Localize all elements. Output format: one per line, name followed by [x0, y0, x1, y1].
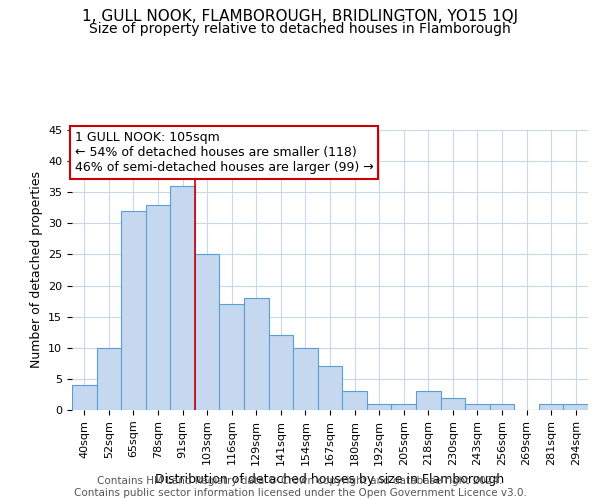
Bar — [293, 348, 318, 410]
Bar — [342, 392, 367, 410]
Bar — [170, 186, 195, 410]
Bar — [72, 385, 97, 410]
Bar — [146, 204, 170, 410]
Bar — [367, 404, 391, 410]
Bar — [318, 366, 342, 410]
Bar — [539, 404, 563, 410]
Bar — [465, 404, 490, 410]
Bar — [195, 254, 220, 410]
Bar — [269, 336, 293, 410]
Text: Size of property relative to detached houses in Flamborough: Size of property relative to detached ho… — [89, 22, 511, 36]
Bar — [244, 298, 269, 410]
Bar — [440, 398, 465, 410]
Y-axis label: Number of detached properties: Number of detached properties — [29, 172, 43, 368]
Text: 1, GULL NOOK, FLAMBOROUGH, BRIDLINGTON, YO15 1QJ: 1, GULL NOOK, FLAMBOROUGH, BRIDLINGTON, … — [82, 9, 518, 24]
Bar — [391, 404, 416, 410]
Bar — [563, 404, 588, 410]
Bar — [97, 348, 121, 410]
Text: Contains HM Land Registry data © Crown copyright and database right 2024.
Contai: Contains HM Land Registry data © Crown c… — [74, 476, 526, 498]
Bar — [416, 392, 440, 410]
Bar — [121, 211, 146, 410]
Text: 1 GULL NOOK: 105sqm
← 54% of detached houses are smaller (118)
46% of semi-detac: 1 GULL NOOK: 105sqm ← 54% of detached ho… — [74, 132, 373, 174]
Bar — [220, 304, 244, 410]
X-axis label: Distribution of detached houses by size in Flamborough: Distribution of detached houses by size … — [155, 473, 505, 486]
Bar — [490, 404, 514, 410]
